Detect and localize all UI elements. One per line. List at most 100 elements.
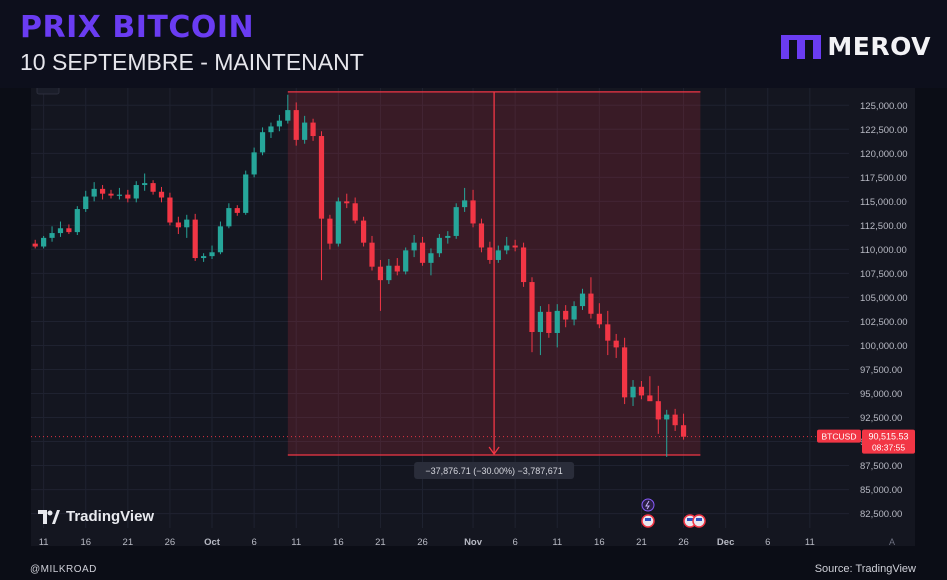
y-tick-label: 85,000.00 bbox=[860, 485, 902, 496]
candle-body bbox=[302, 122, 308, 140]
x-tick-label: 26 bbox=[165, 537, 176, 546]
measure-arrowhead bbox=[488, 446, 500, 456]
candle-body bbox=[226, 208, 232, 227]
candle-body bbox=[91, 188, 97, 197]
candle-body bbox=[310, 122, 316, 137]
candle-body bbox=[352, 203, 358, 221]
chart-area[interactable]: −37,876.71 (−30.00%) −3,787,671 82,500.00… bbox=[31, 88, 915, 546]
candle-body bbox=[655, 401, 661, 420]
lightning-icon bbox=[645, 500, 650, 510]
x-tick-label: 26 bbox=[678, 537, 689, 546]
x-tick-label: 6 bbox=[765, 537, 770, 546]
chart-subtitle: 10 SEPTEMBRE - MAINTENANT bbox=[20, 49, 364, 75]
candle-body bbox=[142, 183, 148, 186]
candlestick-chart[interactable]: −37,876.71 (−30.00%) −3,787,671 82,500.00… bbox=[31, 88, 915, 546]
x-tick-label: Nov bbox=[464, 537, 483, 546]
candle-body bbox=[537, 311, 544, 333]
candle-body bbox=[647, 395, 653, 402]
candle-body bbox=[335, 201, 341, 244]
x-tick-label: 16 bbox=[333, 537, 344, 546]
candle-body bbox=[605, 324, 611, 341]
candle-body bbox=[411, 242, 417, 251]
candle-body bbox=[167, 197, 173, 223]
candle-body bbox=[99, 188, 106, 194]
candle-body bbox=[57, 228, 64, 234]
tradingview-label: TradingView bbox=[66, 508, 155, 525]
collapse-toggle-button bbox=[36, 88, 60, 95]
candle-body bbox=[622, 347, 628, 398]
candle-body bbox=[276, 120, 282, 127]
candle-body bbox=[596, 313, 602, 325]
x-tick-label: 16 bbox=[80, 537, 91, 546]
x-tick-label: 11 bbox=[39, 537, 49, 546]
candle-body bbox=[217, 226, 224, 253]
flag-canton-icon bbox=[645, 518, 651, 521]
brand-logo: MEROV bbox=[781, 32, 931, 61]
candle-body bbox=[470, 200, 476, 224]
candle-body bbox=[184, 219, 190, 228]
y-tick-label: 115,000.00 bbox=[860, 197, 907, 208]
countdown-label: 08:37:55 bbox=[872, 443, 905, 453]
y-tick-label: 87,500.00 bbox=[860, 461, 902, 472]
candle-body bbox=[344, 201, 350, 204]
candle-body bbox=[588, 293, 594, 314]
y-tick-label: 100,000.00 bbox=[860, 341, 908, 352]
candle-body bbox=[428, 253, 434, 263]
candle-body bbox=[327, 218, 333, 244]
candle-body bbox=[66, 228, 72, 233]
candle-body bbox=[445, 235, 451, 238]
x-tick-label: 11 bbox=[291, 537, 301, 546]
candle-body bbox=[293, 110, 299, 140]
candle-body bbox=[529, 282, 535, 333]
candle-body bbox=[108, 193, 114, 196]
candle-body bbox=[630, 386, 636, 398]
candle-body bbox=[453, 207, 459, 236]
y-tick-label: 110,000.00 bbox=[860, 245, 907, 256]
candle-body bbox=[158, 191, 165, 198]
x-tick-label: Dec bbox=[717, 537, 734, 546]
candle-body bbox=[369, 242, 375, 267]
candle-body bbox=[403, 250, 409, 272]
candle-body bbox=[377, 266, 384, 281]
candle-body bbox=[680, 425, 687, 437]
y-tick-label: 82,500.00 bbox=[860, 509, 902, 520]
symbol-tag: BTCUSD bbox=[822, 432, 857, 442]
flag-canton-icon bbox=[687, 518, 693, 521]
candle-body bbox=[512, 245, 518, 248]
y-tick-label: 105,000.00 bbox=[860, 293, 908, 304]
candle-body bbox=[175, 222, 181, 228]
candle-body bbox=[546, 311, 552, 333]
candle-body bbox=[504, 245, 510, 251]
tradingview-icon bbox=[38, 509, 60, 524]
candle-body bbox=[251, 152, 257, 175]
candle-body bbox=[571, 306, 577, 320]
candle-body bbox=[41, 237, 47, 247]
candle-body bbox=[520, 247, 527, 283]
y-tick-label: 92,500.00 bbox=[860, 413, 902, 424]
x-tick-label: 6 bbox=[251, 537, 256, 546]
candle-body bbox=[209, 252, 215, 257]
symbol-tag-box bbox=[817, 429, 861, 443]
candle-body bbox=[125, 194, 131, 199]
flag-canton-icon bbox=[696, 518, 702, 521]
candle-body bbox=[243, 174, 249, 213]
candle-body bbox=[638, 386, 645, 396]
candle-body bbox=[32, 243, 38, 247]
candle-body bbox=[201, 256, 207, 259]
candle-body bbox=[133, 185, 139, 199]
y-tick-label: 97,500.00 bbox=[860, 365, 902, 376]
candle-body bbox=[234, 208, 240, 213]
x-tick-label: 21 bbox=[123, 537, 134, 546]
x-tick-label: 21 bbox=[636, 537, 647, 546]
candle-body bbox=[192, 219, 198, 259]
y-tick-label: 107,500.00 bbox=[860, 269, 908, 280]
x-tick-label: Oct bbox=[204, 537, 221, 546]
y-tick-label: 122,500.00 bbox=[860, 125, 908, 136]
x-tick-label: 26 bbox=[417, 537, 428, 546]
candle-body bbox=[462, 200, 468, 208]
footer-bar bbox=[0, 560, 947, 580]
current-price-label: 90,515.53 bbox=[868, 432, 908, 442]
candle-body bbox=[554, 310, 560, 333]
candle-body bbox=[150, 183, 156, 192]
y-tick-label: 112,500.00 bbox=[860, 221, 907, 232]
